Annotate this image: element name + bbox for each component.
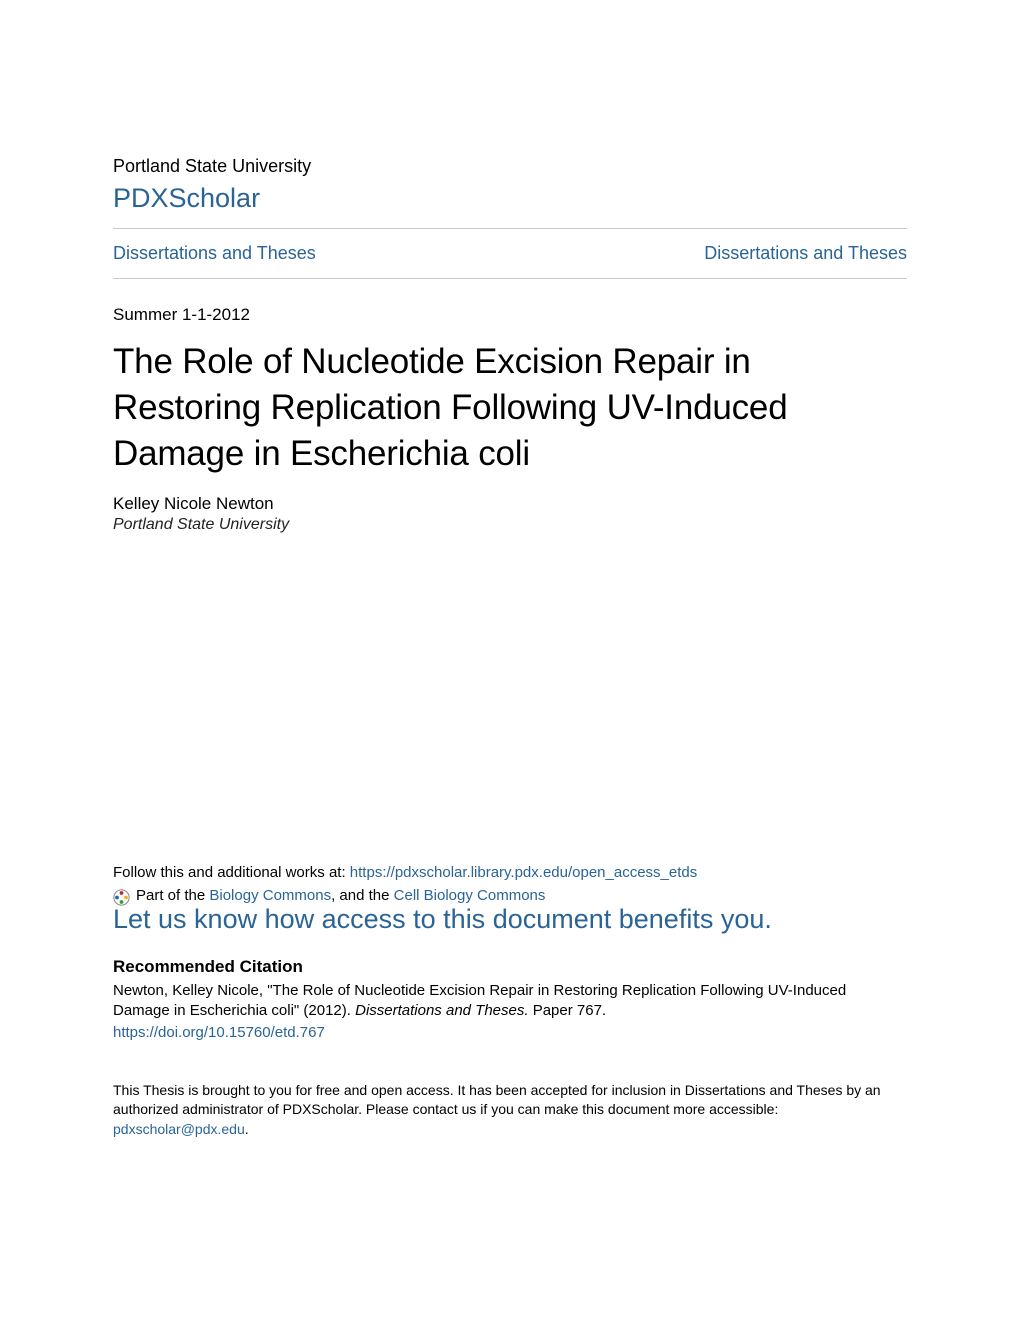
- page-title: The Role of Nucleotide Excision Repair i…: [113, 339, 907, 478]
- nav-collection-right[interactable]: Dissertations and Theses: [704, 243, 907, 264]
- part-link-biology[interactable]: Biology Commons: [209, 887, 331, 904]
- nav-collection-left[interactable]: Dissertations and Theses: [113, 243, 316, 264]
- author-name: Kelley Nicole Newton: [113, 494, 907, 514]
- benefits-link[interactable]: Let us know how access to this document …: [113, 904, 772, 935]
- part-prefix: Part of the: [136, 887, 209, 904]
- recommended-citation-heading: Recommended Citation: [113, 957, 907, 977]
- part-sep: , and the: [331, 887, 394, 904]
- breadcrumb-nav: Dissertations and Theses Dissertations a…: [113, 229, 907, 278]
- repository-link[interactable]: PDXScholar: [113, 183, 260, 214]
- doi-link[interactable]: https://doi.org/10.15760/etd.767: [113, 1024, 325, 1041]
- citation-post: Paper 767.: [529, 1002, 607, 1019]
- author-affiliation: Portland State University: [113, 516, 907, 534]
- follow-url[interactable]: https://pdxscholar.library.pdx.edu/open_…: [350, 864, 697, 881]
- footer-text: This Thesis is brought to you for free a…: [113, 1081, 907, 1139]
- part-of-text: Part of the Biology Commons, and the Cel…: [136, 887, 545, 904]
- footer-pre: This Thesis is brought to you for free a…: [113, 1082, 881, 1117]
- publication-date: Summer 1-1-2012: [113, 305, 907, 325]
- spacer: [113, 534, 907, 864]
- follow-prefix: Follow this and additional works at:: [113, 864, 350, 881]
- recommended-citation-text: Newton, Kelley Nicole, "The Role of Nucl…: [113, 981, 907, 1022]
- contact-email[interactable]: pdxscholar@pdx.edu: [113, 1121, 245, 1137]
- part-of-row: Part of the Biology Commons, and the Cel…: [113, 887, 907, 904]
- follow-works: Follow this and additional works at: htt…: [113, 864, 907, 881]
- footer-post: .: [245, 1121, 249, 1137]
- divider: [113, 278, 907, 279]
- network-icon: [113, 889, 130, 906]
- part-link-cell-biology[interactable]: Cell Biology Commons: [394, 887, 546, 904]
- institution-name: Portland State University: [113, 156, 907, 177]
- citation-series: Dissertations and Theses.: [355, 1002, 528, 1019]
